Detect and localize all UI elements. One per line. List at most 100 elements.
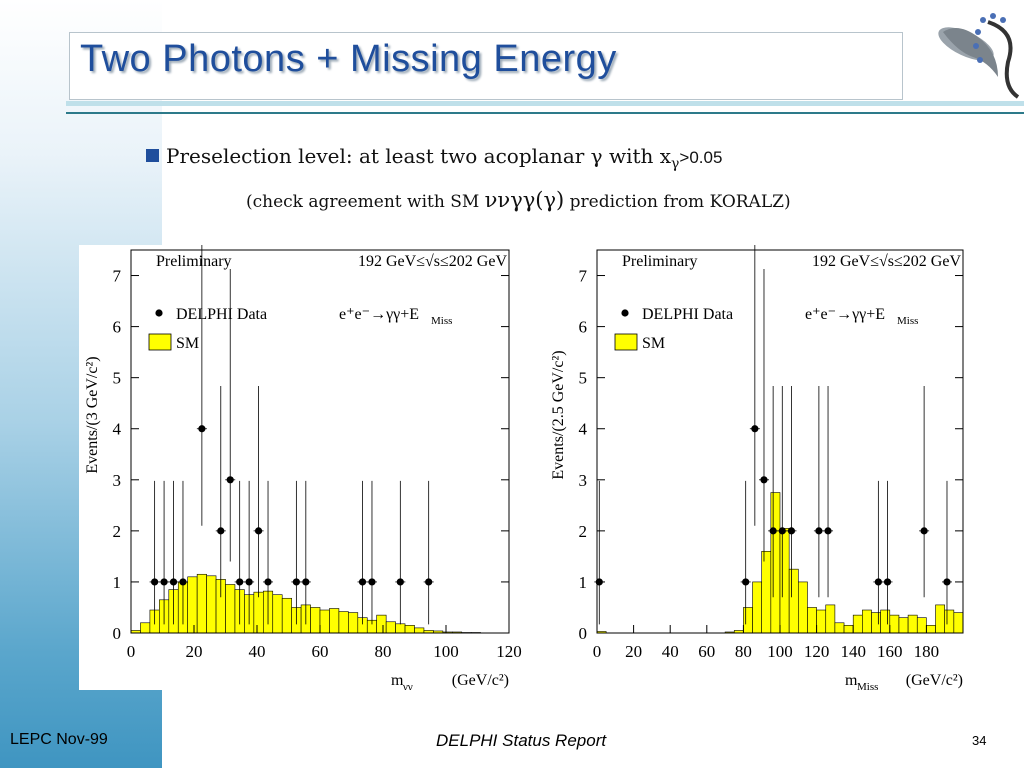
sm-histogram-bar bbox=[404, 625, 415, 634]
y-tick-label: 7 bbox=[113, 267, 122, 286]
x-tick-label: 60 bbox=[312, 642, 329, 661]
sm-histogram-bar bbox=[281, 597, 292, 634]
slide-title: Two Photons + Missing Energy bbox=[80, 38, 617, 80]
sm-histogram-bar bbox=[348, 612, 359, 634]
x-axis-label: m bbox=[391, 672, 404, 689]
x-axis-label-unit: (GeV/c²) bbox=[452, 672, 509, 689]
x-axis-label-sub: Miss bbox=[857, 681, 878, 690]
x-axis-label-sub: γγ bbox=[402, 681, 413, 690]
data-point bbox=[264, 578, 272, 586]
sm-histogram-bar bbox=[140, 622, 151, 634]
chart-preliminary-label: Preliminary bbox=[622, 253, 698, 270]
chart-energy-range-label: 192 GeV≤√s≤202 GeV bbox=[812, 253, 961, 270]
sm-histogram-bar bbox=[376, 614, 387, 634]
data-point bbox=[815, 527, 823, 535]
sm-histogram-bar bbox=[935, 604, 945, 634]
y-tick-label: 1 bbox=[579, 573, 588, 592]
y-tick-label: 1 bbox=[113, 573, 122, 592]
legend-data-label: DELPHI Data bbox=[176, 306, 267, 323]
process-label-sub: Miss bbox=[897, 315, 918, 327]
bullet-preselection: Preselection level: at least two acoplan… bbox=[146, 144, 722, 172]
y-tick-label: 5 bbox=[579, 369, 588, 388]
footer-conference: LEPC Nov-99 bbox=[10, 731, 108, 748]
y-tick-label: 2 bbox=[113, 522, 122, 541]
x-tick-label: 0 bbox=[127, 642, 136, 661]
sm-histogram-bar bbox=[871, 612, 881, 634]
data-point bbox=[787, 527, 796, 535]
sm-histogram-bar bbox=[253, 591, 264, 634]
sm-histogram-bar bbox=[761, 550, 772, 634]
data-point bbox=[396, 578, 404, 586]
sm-histogram-bar bbox=[743, 607, 753, 634]
sm-histogram-bar bbox=[385, 621, 396, 634]
data-point bbox=[198, 425, 206, 433]
data-point bbox=[179, 578, 187, 586]
data-point bbox=[236, 578, 244, 586]
data-point bbox=[151, 578, 159, 586]
process-label: e⁺e⁻→γγ+E bbox=[339, 306, 419, 323]
sm-histogram-bar bbox=[834, 622, 845, 634]
x-tick-label: 120 bbox=[496, 642, 522, 661]
y-tick-label: 4 bbox=[579, 420, 588, 439]
data-point bbox=[769, 527, 777, 535]
y-axis-label: Events/(2.5 GeV/c²) bbox=[550, 350, 567, 479]
delphi-dolphin-logo bbox=[938, 13, 1020, 99]
chart-left-panel: 0 1 2 3 4 5 6 7 0 20 40 60 80 100 120 Preliminary 192 Ge… bbox=[79, 245, 524, 690]
sm-histogram-bar bbox=[395, 623, 406, 634]
sm-histogram-bar bbox=[852, 614, 863, 634]
sm-histogram-bar bbox=[807, 607, 817, 634]
sm-histogram-bar bbox=[187, 576, 198, 634]
y-tick-label: 6 bbox=[113, 318, 122, 337]
data-point bbox=[358, 578, 367, 586]
y-tick-label: 4 bbox=[113, 420, 122, 439]
sm-histogram-bar bbox=[825, 604, 836, 634]
sm-histogram-bar bbox=[898, 617, 909, 634]
sm-histogram-bar bbox=[779, 528, 790, 634]
title-rule-light bbox=[66, 101, 1024, 106]
sm-histogram-bar bbox=[816, 609, 827, 634]
legend-data-marker bbox=[621, 309, 629, 317]
x-tick-label: 20 bbox=[625, 642, 642, 661]
data-point bbox=[883, 578, 892, 586]
legend-data-label: DELPHI Data bbox=[642, 306, 733, 323]
sm-histogram-bar bbox=[770, 492, 781, 634]
data-point bbox=[778, 527, 786, 535]
y-tick-label: 3 bbox=[579, 471, 588, 490]
x-tick-label: 20 bbox=[186, 642, 203, 661]
sm-histogram-bar bbox=[889, 614, 900, 634]
check-note: (check agreement with SM ννγγ(γ) predict… bbox=[246, 188, 791, 212]
footer-page-number: 34 bbox=[972, 733, 987, 748]
x-tick-label: 160 bbox=[877, 642, 903, 661]
sm-histogram-bar bbox=[225, 584, 236, 634]
y-tick-label: 0 bbox=[113, 624, 122, 643]
sm-histogram-bar bbox=[272, 594, 283, 634]
y-tick-label: 0 bbox=[579, 624, 588, 643]
data-point bbox=[874, 578, 882, 586]
sm-histogram-bar bbox=[329, 608, 340, 634]
y-axis-label: Events/(3 GeV/c²) bbox=[84, 356, 101, 473]
legend-data-marker bbox=[155, 309, 163, 317]
x-tick-label: 140 bbox=[840, 642, 866, 661]
check-symbols: ννγγ(γ) bbox=[484, 188, 565, 212]
y-tick-label: 7 bbox=[579, 267, 588, 286]
process-label-sub: Miss bbox=[431, 315, 452, 327]
process-label: e⁺e⁻→γγ+E bbox=[805, 306, 885, 323]
x-tick-label: 100 bbox=[767, 642, 793, 661]
sm-histogram-bar bbox=[338, 611, 349, 634]
legend-sm-swatch bbox=[148, 333, 172, 351]
data-point bbox=[425, 578, 433, 586]
data-point bbox=[292, 578, 300, 586]
data-point bbox=[226, 476, 234, 484]
data-point bbox=[751, 425, 759, 433]
bullet-gamma-sub: γ bbox=[671, 156, 680, 172]
data-point bbox=[245, 578, 253, 586]
data-point bbox=[920, 527, 928, 535]
sm-histogram-bar bbox=[944, 609, 955, 634]
title-box bbox=[69, 32, 903, 100]
legend-sm-label: SM bbox=[642, 335, 665, 352]
data-point bbox=[368, 578, 376, 586]
y-tick-label: 3 bbox=[113, 471, 122, 490]
x-tick-label: 80 bbox=[375, 642, 392, 661]
x-tick-label: 120 bbox=[804, 642, 830, 661]
bullet-square-icon bbox=[146, 149, 159, 162]
